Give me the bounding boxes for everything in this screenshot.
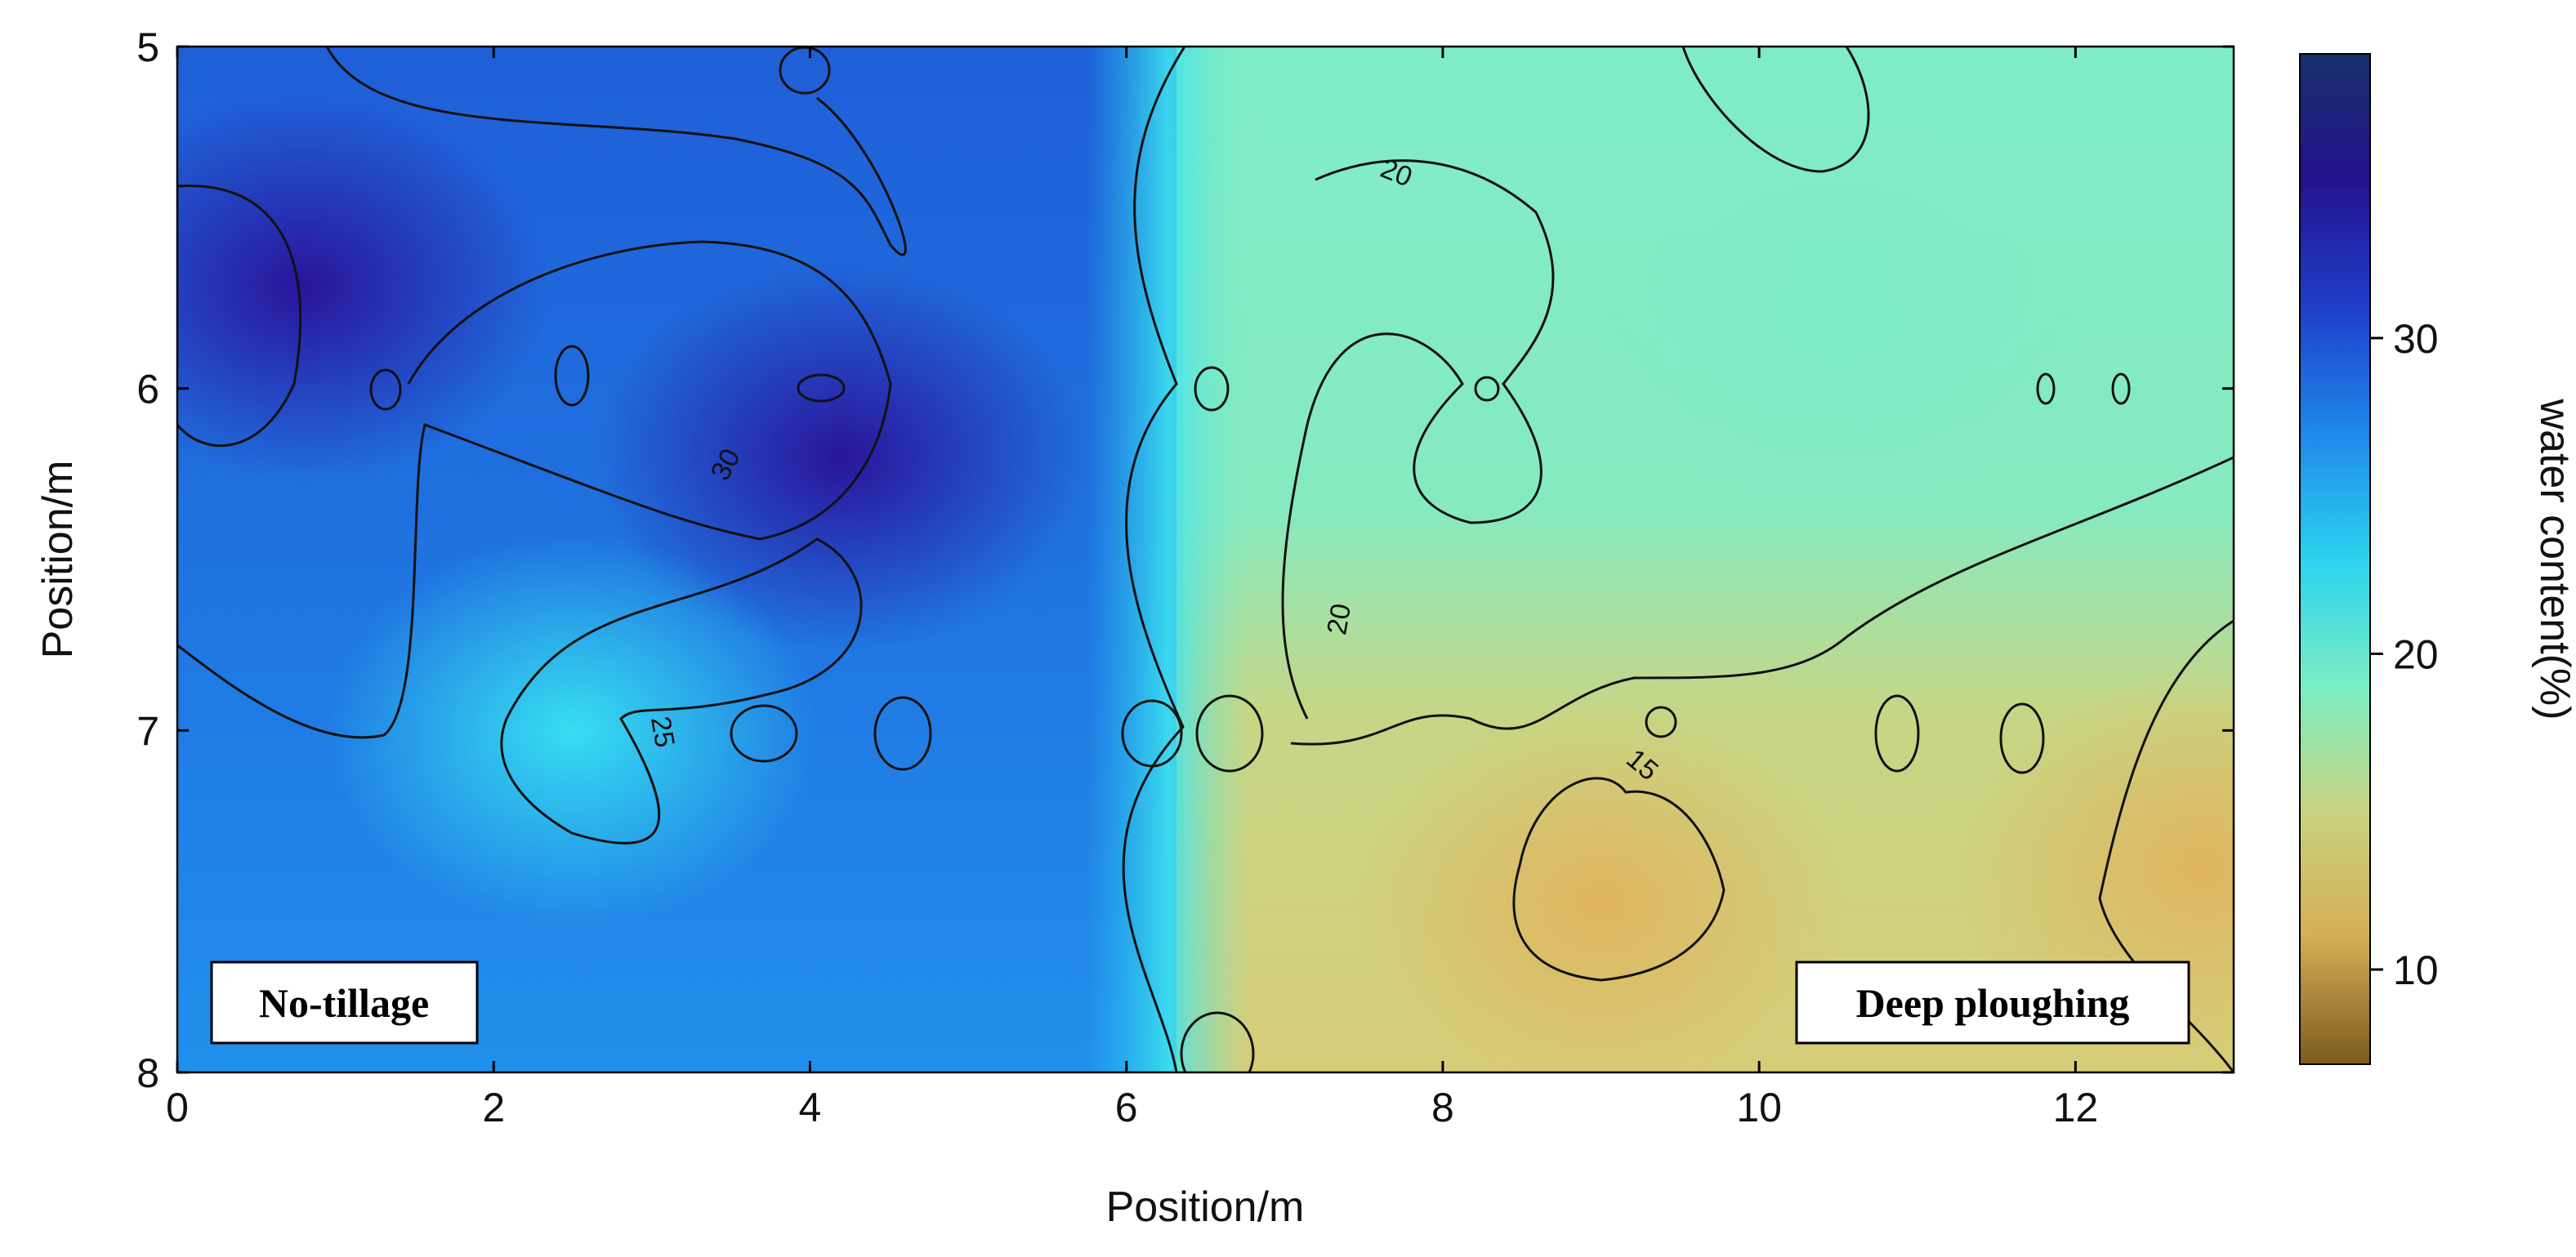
colorbar-tick-label: 20 xyxy=(2393,631,2439,677)
annotation-no-tillage: No-tillage xyxy=(210,961,479,1045)
contour-island xyxy=(1195,694,1264,773)
annotation-box xyxy=(1795,961,2190,1045)
contour-island xyxy=(1874,694,1920,773)
contour-island xyxy=(1999,702,2045,774)
y-axis: 5 6 7 8 xyxy=(136,25,2234,1096)
colorbar-gradient-bar xyxy=(2299,53,2371,1065)
x-tick-label: 0 xyxy=(166,1085,189,1130)
contour-30-top xyxy=(325,47,907,256)
y-tick-label: 7 xyxy=(136,708,159,754)
x-axis: 0 2 4 6 8 10 12 xyxy=(166,47,2098,1130)
contour-island xyxy=(873,696,932,771)
contour-20-boundary xyxy=(1122,47,1186,1072)
x-tick-label: 2 xyxy=(482,1085,505,1130)
contour-top-right xyxy=(1681,47,1870,173)
annotation-box xyxy=(210,961,479,1045)
transition-band xyxy=(1087,47,1250,1072)
x-axis-title: Position/m xyxy=(1106,1183,1305,1231)
field-highlight xyxy=(328,534,819,927)
annotation-deep-ploughing: Deep ploughing xyxy=(1795,961,2190,1045)
colorbar-tick-label: 30 xyxy=(2393,316,2439,362)
plot-frame xyxy=(176,45,2235,1074)
y-tick-label: 8 xyxy=(136,1050,159,1096)
contour-island xyxy=(730,704,798,763)
contour-island xyxy=(554,345,590,407)
x-tick-label: 10 xyxy=(1736,1085,1782,1130)
contour-20-loop xyxy=(1281,159,1555,720)
contour-island xyxy=(2036,372,2056,405)
annotation-label: Deep ploughing xyxy=(1856,980,2130,1026)
contour-island xyxy=(2111,372,2131,405)
contour-island xyxy=(369,368,402,411)
contour-left-lobe xyxy=(177,184,302,448)
field-highlight xyxy=(596,261,1087,653)
x-tick-label: 8 xyxy=(1431,1085,1454,1130)
contour-island xyxy=(1474,376,1500,402)
field-highlight xyxy=(1355,705,1846,1072)
contour-20-large xyxy=(1290,456,2234,746)
y-axis-title: Position/m xyxy=(34,461,82,659)
contour-island xyxy=(1121,699,1183,768)
x-tick-label: 12 xyxy=(2053,1085,2099,1130)
field-highlight xyxy=(177,90,549,482)
colorbar-ticks: 10 20 30 xyxy=(2370,316,2439,993)
contour-island xyxy=(1645,706,1677,738)
colorbar-title: water content(%) xyxy=(2531,398,2576,720)
x-tick-label: 6 xyxy=(1115,1085,1138,1130)
y-tick-label: 6 xyxy=(136,367,159,412)
x-tick-label: 4 xyxy=(799,1085,822,1130)
colorbar: 10 20 30 water content(%) xyxy=(2299,53,2576,1065)
annotation-label: No-tillage xyxy=(259,980,429,1026)
contour-25-loop xyxy=(500,537,863,845)
contour-island xyxy=(1180,1011,1255,1072)
contour-label: 25 xyxy=(645,714,681,750)
contour-island xyxy=(797,373,846,403)
contour-lines xyxy=(177,47,2234,1072)
contour-15-loop xyxy=(1512,777,1726,982)
contour-label: 20 xyxy=(1321,601,1357,637)
colorbar-tick-label: 10 xyxy=(2393,947,2439,993)
contour-30-middle xyxy=(177,240,892,739)
contour-island xyxy=(1194,366,1230,412)
y-tick-label: 5 xyxy=(136,25,159,70)
field-highlight xyxy=(1592,123,2083,516)
